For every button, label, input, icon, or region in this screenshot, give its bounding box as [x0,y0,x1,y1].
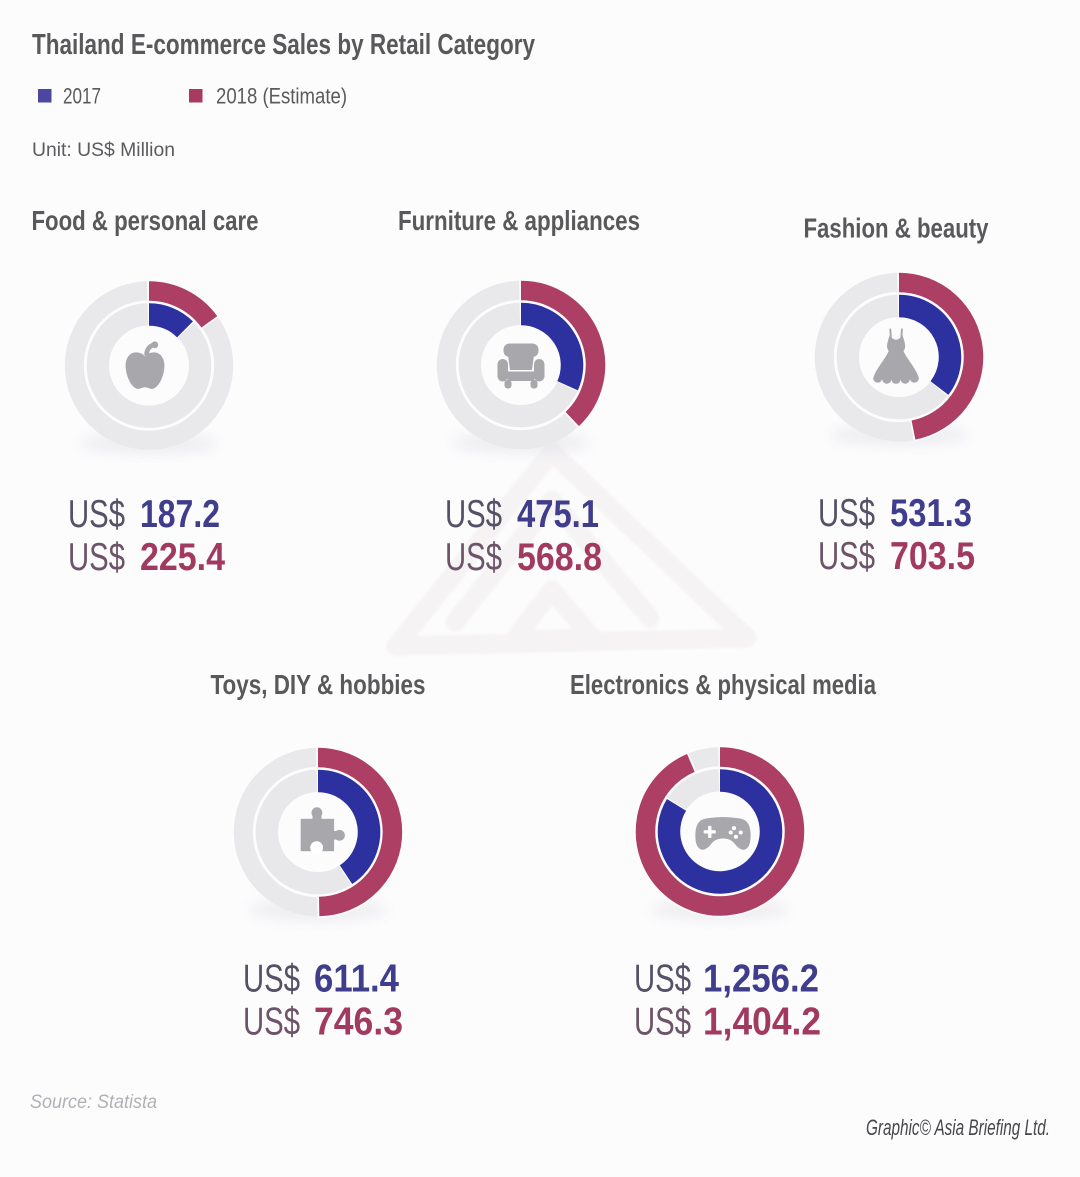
svg-text:US$: US$ [68,493,125,536]
svg-text:2017: 2017 [63,84,101,109]
svg-text:Toys, DIY & hobbies: Toys, DIY & hobbies [211,669,426,700]
svg-text:Graphic© Asia Briefing Ltd.: Graphic© Asia Briefing Ltd. [866,1115,1050,1140]
svg-text:US$: US$ [243,1001,300,1044]
svg-text:2018 (Estimate): 2018 (Estimate) [216,84,347,109]
svg-text:US$: US$ [818,492,875,535]
svg-text:US$: US$ [634,1001,691,1044]
svg-text:Source: Statista: Source: Statista [30,1092,157,1113]
svg-text:1,256.2: 1,256.2 [703,958,819,1001]
svg-text:Fashion & beauty: Fashion & beauty [804,213,989,244]
svg-text:Thailand E-commerce Sales by R: Thailand E-commerce Sales by Retail Cate… [32,29,535,61]
svg-text:531.3: 531.3 [890,492,972,535]
svg-text:225.4: 225.4 [140,536,226,579]
svg-text:746.3: 746.3 [314,1001,403,1044]
svg-text:1,404.2: 1,404.2 [703,1001,821,1044]
svg-text:Electronics & physical media: Electronics & physical media [570,669,876,700]
svg-text:Food & personal care: Food & personal care [32,205,259,236]
svg-text:Furniture & appliances: Furniture & appliances [398,205,640,236]
svg-text:US$: US$ [445,493,502,536]
svg-text:US$: US$ [818,535,875,578]
svg-text:US$: US$ [243,958,300,1001]
svg-text:US$: US$ [68,536,125,579]
svg-text:475.1: 475.1 [517,493,599,536]
svg-text:187.2: 187.2 [140,493,220,536]
svg-text:US$: US$ [445,536,502,579]
svg-text:703.5: 703.5 [890,535,975,578]
svg-text:611.4: 611.4 [314,958,400,1001]
svg-text:US$: US$ [634,958,691,1001]
svg-text:Unit: US$ Million: Unit: US$ Million [32,140,175,161]
svg-text:568.8: 568.8 [517,536,602,579]
